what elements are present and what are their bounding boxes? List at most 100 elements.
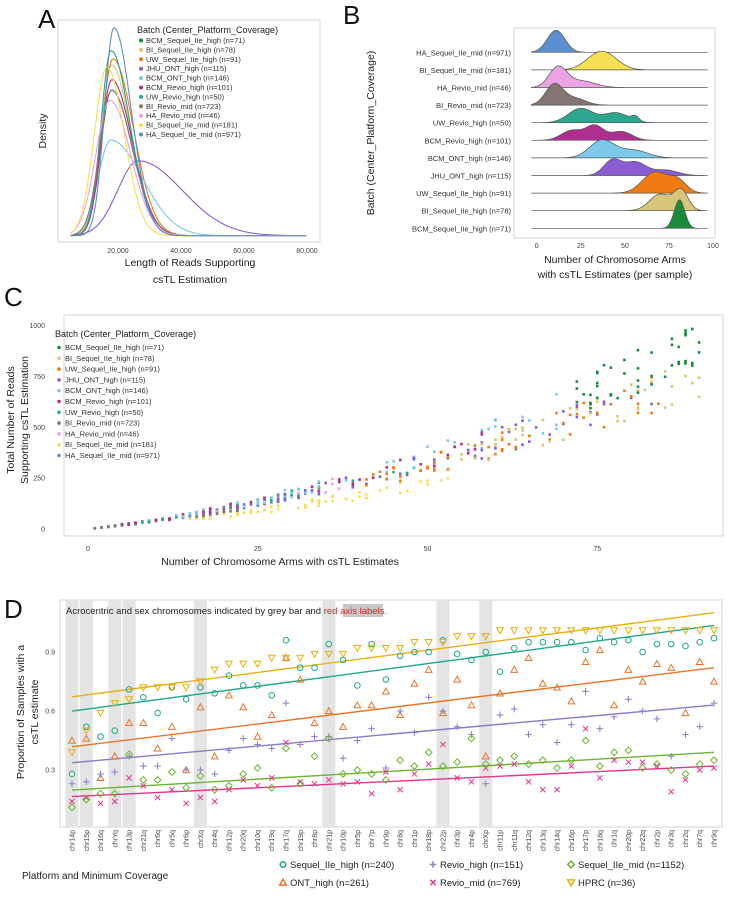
marker-cross	[539, 786, 546, 793]
marker-diamond	[667, 766, 676, 775]
scatter-point	[494, 419, 497, 422]
marker-diamond	[296, 779, 305, 788]
legend-item: HPRC (n=36)	[566, 878, 635, 889]
grey-bar	[65, 600, 79, 827]
scatter-point	[466, 442, 470, 446]
scatter-point	[276, 494, 280, 497]
legend-item: UW_Sequel_IIe_high (n=91)	[65, 365, 160, 374]
x-tick-label: chr13q	[540, 830, 547, 852]
legend-item: BCM_Revio_high (n=101)	[65, 397, 152, 406]
marker-cross	[183, 800, 190, 807]
marker-triangle-up	[552, 683, 562, 691]
scatter-point	[365, 493, 368, 496]
marker-circle	[382, 676, 390, 683]
marker-cross	[582, 725, 589, 732]
marker-circle	[154, 709, 161, 717]
scatter-point	[174, 516, 178, 519]
ridge-label: BI_Sequel_IIe_high (n=78)	[422, 207, 512, 216]
scatter-point	[575, 407, 579, 411]
marker-triangle-up	[438, 708, 448, 717]
scatter-point	[575, 412, 579, 416]
ridge-density	[531, 107, 708, 124]
scatter-point	[236, 506, 239, 510]
x-tick-label: 75	[665, 243, 673, 250]
marker-plus	[439, 707, 447, 715]
ridge-row: HA_Sequel_IIe_mid (n=971)	[416, 29, 708, 57]
marker-triangle-up	[67, 736, 77, 744]
marker-triangle-up	[82, 734, 91, 742]
x-tick-label: 25	[254, 546, 262, 553]
legend-swatch	[139, 57, 143, 62]
scatter-point	[276, 500, 280, 504]
scatter-point	[636, 388, 640, 392]
x-tick-label: chr21p	[326, 830, 333, 852]
scatter-point	[270, 510, 273, 514]
panel-c-y-axis-title-line1: Total Number of Reads	[5, 366, 17, 473]
marker-circle	[625, 636, 632, 644]
marker-triangle-up	[410, 679, 419, 687]
scatter-point	[392, 470, 395, 474]
scatter-point	[432, 458, 436, 461]
marker-plus	[168, 735, 176, 742]
marker-circle	[610, 638, 618, 646]
scatter-point	[562, 421, 565, 425]
scatter-point	[270, 499, 273, 503]
scatter-point	[602, 400, 606, 404]
scatter-point	[426, 445, 429, 449]
marker-triangle-up	[278, 877, 288, 886]
scatter-point	[222, 506, 226, 510]
marker-circle	[453, 650, 461, 658]
scatter-point	[161, 517, 164, 521]
scatter-point	[188, 517, 192, 521]
scatter-point	[643, 388, 647, 392]
scatter-point	[317, 504, 321, 508]
scatter-point	[650, 402, 653, 406]
scatter-point	[256, 499, 260, 502]
marker-triangle-down	[82, 727, 91, 736]
scatter-point	[650, 411, 653, 415]
legend-item: Revio_high (n=151)	[429, 860, 523, 871]
marker-triangle-down	[495, 627, 505, 635]
marker-circle	[239, 682, 247, 689]
scatter-point	[480, 428, 484, 432]
y-tick-label: 500	[33, 425, 45, 432]
marker-triangle-up	[538, 679, 547, 687]
scatter-point	[595, 413, 599, 416]
marker-triangle-up	[96, 773, 105, 782]
scatter-point	[331, 494, 334, 498]
panel-a-legend: BCM_Sequel_IIe_high (n=71)BI_Sequel_IIe_…	[139, 36, 246, 139]
marker-circle	[667, 640, 675, 648]
scatter-point	[582, 416, 585, 419]
scatter-point	[385, 486, 389, 489]
scatter-point	[629, 383, 633, 387]
scatter-point	[609, 394, 613, 397]
panel-d-trend-lines	[71, 611, 715, 798]
scatter-point	[310, 490, 314, 494]
scatter-point	[365, 496, 368, 500]
marker-circle	[125, 686, 133, 693]
ridge-row: UW_Revio_high (n=50)	[433, 107, 708, 128]
scatter-point	[697, 341, 701, 344]
scatter-point	[697, 395, 701, 399]
panel-b-x-ticks: 0 25 50 75 100	[535, 243, 719, 250]
marker-circle	[254, 682, 261, 689]
legend-item: Sequel_IIe_high (n=240)	[279, 860, 394, 871]
scatter-point	[432, 450, 436, 453]
marker-diamond	[281, 744, 291, 753]
scatter-point	[399, 458, 402, 462]
panel-c-y-axis-title-line2: Supporting csTL Estimation	[19, 356, 31, 484]
scatter-point	[534, 426, 538, 429]
scatter-point	[500, 431, 504, 434]
ridge-row: JHU_ONT_high (n=115)	[430, 158, 708, 181]
scatter-point	[589, 423, 592, 427]
marker-plus	[510, 705, 518, 713]
scatter-point	[487, 427, 490, 431]
scatter-point	[629, 396, 633, 400]
marker-plus	[539, 721, 547, 729]
scatter-point	[446, 477, 450, 480]
density-curve	[70, 27, 307, 237]
scatter-point	[460, 453, 463, 456]
panel-d-legend-title: Platform and Minimum Coverage	[22, 871, 169, 882]
marker-diamond	[610, 748, 619, 757]
